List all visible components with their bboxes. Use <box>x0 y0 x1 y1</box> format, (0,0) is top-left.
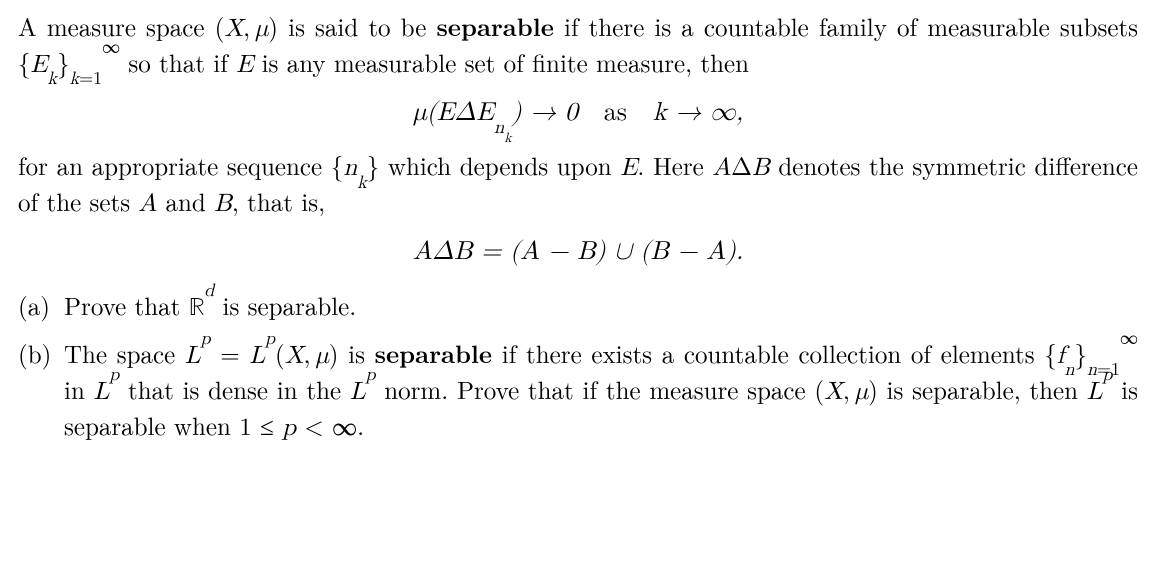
math-measure-space: (X, μ) <box>215 9 278 44</box>
text: if there is a countable family of measur… <box>554 9 1138 44</box>
math-sequence-nk: {nk} <box>331 148 379 183</box>
list-item-b: (b) The space Lp = Lp(X, μ) is separable… <box>64 337 1138 445</box>
text: is any measurable set of finite measure,… <box>253 45 749 80</box>
text: The space <box>64 336 185 371</box>
text: is said to be <box>278 9 436 44</box>
math-p-range: 1 ≤ p < ∞ <box>239 408 357 443</box>
list-item-a: (a) Prove that ℝd is separable. <box>64 289 1138 325</box>
math-Lp: Lp <box>350 372 376 407</box>
list-marker-b: (b) <box>18 337 58 371</box>
paragraph-symmetric-difference: for an appropriate sequence {nk} which d… <box>18 149 1138 221</box>
text: in <box>64 372 94 407</box>
text: for an appropriate sequence <box>18 148 331 183</box>
display-equation-limit: μ(EΔEnk) → 0 as k → ∞, <box>18 96 1138 131</box>
text: and <box>157 184 214 219</box>
math-Lp-eq: Lp = Lp(X, μ) <box>185 336 339 371</box>
text: that is dense in the <box>119 372 350 407</box>
text: is separable, then <box>878 372 1087 407</box>
text: , that is, <box>232 184 325 219</box>
text: Prove that <box>64 288 189 323</box>
list-marker-a: (a) <box>18 289 58 323</box>
term-separable: separable <box>436 9 553 44</box>
text: . Here <box>637 148 712 183</box>
math-measure-space: (X, μ) <box>814 372 877 407</box>
text: is separable. <box>214 288 356 323</box>
text: if there exists a countable collection o… <box>492 336 1044 371</box>
term-separable: separable <box>375 336 492 371</box>
text: so that if <box>120 45 236 80</box>
math-family-Ek: {Ek}k=1∞ <box>18 45 120 80</box>
document-page: A measure space (X, μ) is said to be sep… <box>0 0 1156 567</box>
math-B: B <box>214 184 232 219</box>
math-E: E <box>236 45 253 80</box>
text: which depends upon <box>379 148 620 183</box>
problem-list: (a) Prove that ℝd is separable. (b) The … <box>18 289 1138 445</box>
text: . <box>357 408 364 443</box>
math-A: A <box>138 184 157 219</box>
math-family-fn: {fn}n=1∞ <box>1044 336 1138 371</box>
math-E: E <box>620 148 637 183</box>
math-Lp: Lp <box>94 372 120 407</box>
text: norm. Prove that if the measure space <box>375 372 814 407</box>
display-equation-symdiff: AΔB = (A − B) ∪ (B − A). <box>18 235 1138 270</box>
paragraph-definition: A measure space (X, μ) is said to be sep… <box>18 10 1138 82</box>
math-AdeltaB: AΔB <box>712 148 769 183</box>
math-Rd: ℝd <box>189 288 215 323</box>
